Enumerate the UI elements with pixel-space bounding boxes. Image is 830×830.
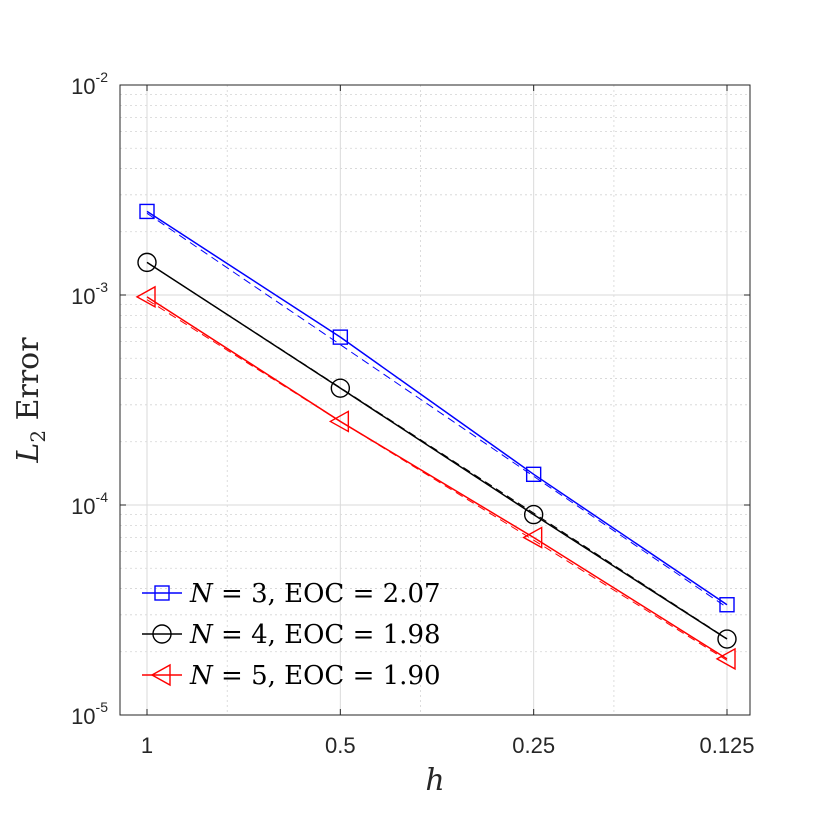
series-2-fit-line: [146, 261, 728, 640]
x-axis-ticks: 1 0.5 0.25 0.125: [141, 85, 755, 758]
series-1-point: [525, 466, 542, 483]
y-tick-label: 10-4: [71, 489, 108, 519]
series-2-point: [717, 629, 737, 649]
series-layer: [135, 203, 737, 671]
series-1: [139, 203, 735, 613]
y-axis-label: L2 Error: [11, 337, 50, 464]
legend: N = 3, EOC = 2.07 N = 4, EOC = 1.98 N = 5,…: [142, 579, 441, 691]
legend-entry-1: N = 3, EOC = 2.07: [142, 579, 441, 609]
series-2: [137, 252, 737, 649]
series-2-point: [523, 504, 544, 525]
series-3-line: [146, 296, 728, 660]
series-3-point: [522, 526, 543, 549]
x-tick-label: 0.25: [512, 733, 555, 758]
plot-background: [120, 85, 750, 715]
y-tick-label: 10-5: [71, 699, 108, 729]
series-2-line: [146, 261, 728, 640]
series-3-point: [135, 285, 156, 309]
legend-entry-2: N = 4, EOC = 1.98: [142, 620, 441, 650]
x-tick-label: 1: [141, 733, 153, 758]
y-axis-ticks: 10-5 10-4 10-3 10-2: [71, 69, 750, 729]
series-2-point: [330, 378, 351, 398]
y-tick-label: 10-3: [71, 279, 108, 309]
series-1-point: [139, 203, 155, 220]
x-axis-label: h: [425, 763, 444, 798]
series-3: [135, 285, 736, 671]
legend-label: N = 4, EOC = 1.98: [189, 620, 441, 650]
series-3-point: [715, 647, 736, 671]
legend-marker: [150, 663, 171, 687]
legend-label: N = 3, EOC = 2.07: [189, 579, 441, 609]
y-tick-label: 10-2: [71, 69, 108, 99]
series-1-point: [719, 597, 735, 613]
series-3-point: [328, 410, 350, 433]
series-1-point: [332, 329, 349, 345]
x-tick-label: 0.125: [699, 733, 754, 758]
x-tick-label: 0.5: [325, 733, 356, 758]
legend-marker: [154, 585, 170, 601]
legend-label: N = 5, EOC = 1.90: [189, 661, 441, 691]
series-2-point: [137, 252, 157, 273]
legend-entry-3: N = 5, EOC = 1.90: [142, 661, 441, 691]
series-3-fit-line: [146, 299, 728, 661]
legend-marker: [152, 624, 172, 644]
plot-frame: [119, 84, 751, 716]
series-1-line: [146, 210, 728, 606]
